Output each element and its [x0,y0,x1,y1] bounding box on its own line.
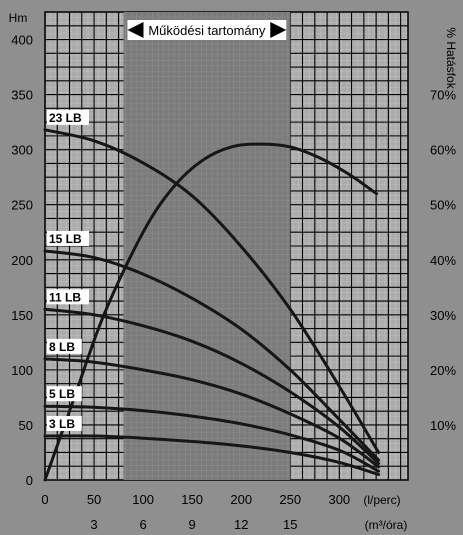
y-tick-label: 350 [11,88,33,103]
curve-11-lb [43,307,381,465]
curve-efficiency [43,142,379,482]
curve-label-box-11-lb [47,289,89,305]
x-tick-label: 300 [328,492,350,507]
x-axis-unit: (l/perc) [363,493,400,507]
curve-label-5-lb: 5 LB [49,387,75,401]
curve-label-15-lb: 15 LB [49,232,82,246]
y2-tick-label: 50% [430,198,456,213]
operating-range-label: Működési tartomány [148,23,266,38]
y-axis-unit: Hm [9,11,28,25]
curve-23-lb [43,128,381,454]
x-tick-label: 250 [279,492,301,507]
y-tick-label: 50 [19,418,33,433]
x-tick-label: 0 [41,492,48,507]
curve-label-box-8-lb [47,338,82,354]
y-tick-label: 300 [11,143,33,158]
x2-tick-label: 3 [90,517,97,532]
y2-tick-label: 30% [430,308,456,323]
curve-15-lb [43,249,381,462]
arrow-left-icon [127,22,144,38]
x-tick-label: 100 [132,492,154,507]
y-tick-label: 100 [11,363,33,378]
curve-label-3-lb: 3 LB [49,417,75,431]
y-tick-label: 400 [11,33,33,48]
curve-label-8-lb: 8 LB [49,340,75,354]
curve-label-box-15-lb [47,230,89,246]
x-tick-label: 150 [181,492,203,507]
x2-tick-label: 15 [283,517,297,532]
y2-tick-label: 10% [430,418,456,433]
arrow-right-icon [270,22,287,38]
axes: 050100150200250300350400Hm10%20%30%40%50… [9,11,458,532]
x-tick-label: 200 [230,492,252,507]
y-tick-label: 200 [11,253,33,268]
curve-8-lb [43,357,381,469]
curve-3-lb [43,434,381,476]
y-tick-label: 250 [11,198,33,213]
x2-tick-label: 12 [234,517,248,532]
y-tick-label: 150 [11,308,33,323]
curve-label-box-5-lb [47,386,82,402]
range-banner [127,20,287,40]
curves [43,128,381,482]
x2-axis-unit: (m³/óra) [365,518,408,532]
curve-5-lb [43,404,381,473]
y2-tick-label: 60% [430,143,456,158]
y2-tick-label: 40% [430,253,456,268]
curve-label-box-23-lb [47,109,89,125]
y2-axis-unit: % Hatásfok [444,27,458,89]
y2-tick-label: 20% [430,363,456,378]
labels: 23 LB 15 LB 11 LB 8 LB 5 LB 3 LB [47,109,89,431]
curve-label-11-lb: 11 LB [49,290,81,304]
x-tick-label: 50 [87,492,101,507]
y-tick-label: 0 [26,473,33,488]
x2-tick-label: 6 [139,517,146,532]
curve-label-23-lb: 23 LB [49,111,82,125]
curve-label-box-3-lb [47,415,82,431]
y2-tick-label: 70% [430,88,456,103]
x2-tick-label: 9 [189,517,196,532]
